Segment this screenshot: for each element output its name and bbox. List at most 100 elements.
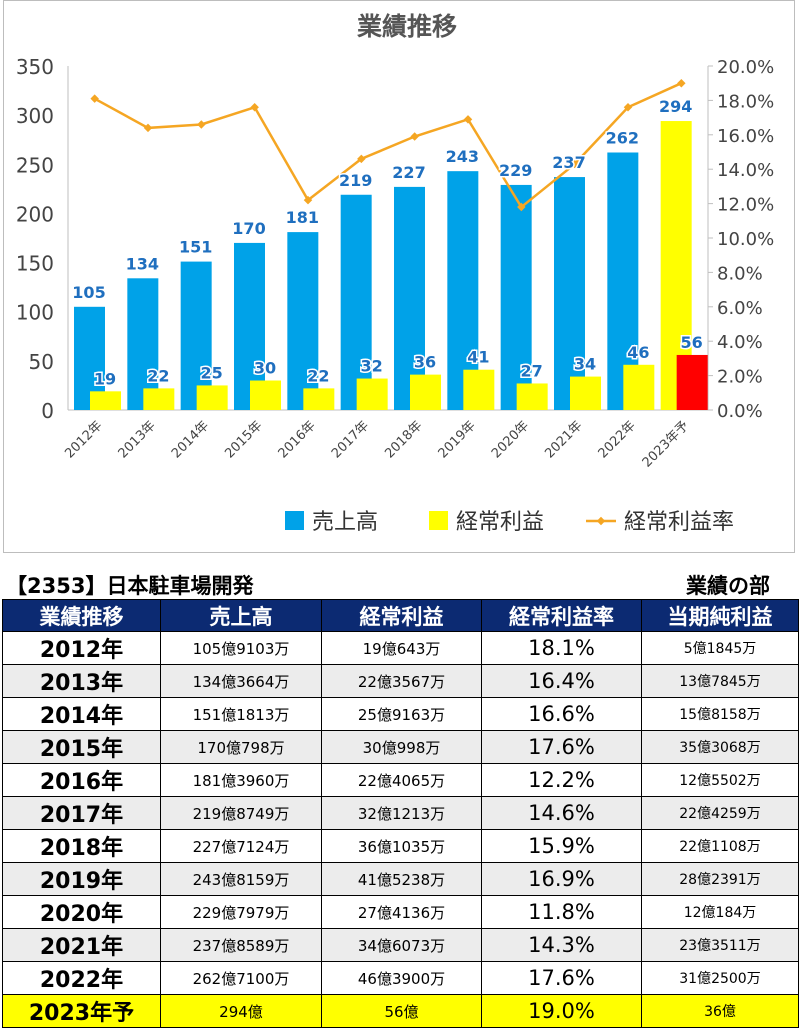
cell-profit-margin: 17.6% <box>481 961 642 995</box>
table-row: 2016年 181億3960万 22億4065万 12.2% 12億5502万 <box>2 763 799 797</box>
chart-title: 業績推移 <box>357 12 457 41</box>
cell-ordinary-profit: 56億 <box>321 994 482 1028</box>
table-row: 2017年 219億8749万 32億1213万 14.6% 22億4259万 <box>2 796 799 830</box>
cell-sales: 237億8589万 <box>160 928 322 962</box>
profit-data-label: 36 <box>414 353 436 372</box>
cell-ordinary-profit: 36億1035万 <box>321 829 482 863</box>
cell-sales: 227億7124万 <box>160 829 322 863</box>
x-tick-label: 2012年 <box>62 418 105 461</box>
cell-year: 2018年 <box>2 829 161 863</box>
cell-year: 2021年 <box>2 928 161 962</box>
cell-sales: 219億8749万 <box>160 796 322 830</box>
cell-profit-margin: 11.8% <box>481 895 642 929</box>
cell-ordinary-profit: 25億9163万 <box>321 697 482 731</box>
sales-bar <box>500 184 532 410</box>
margin-point <box>410 132 419 141</box>
cell-net-income: 5億1845万 <box>641 631 799 665</box>
profit-data-label: 41 <box>467 348 489 367</box>
sales-data-label: 151 <box>179 238 212 257</box>
profit-data-label: 22 <box>147 366 169 385</box>
x-tick-label: 2021年 <box>542 418 585 461</box>
profit-bar <box>303 388 335 410</box>
profit-bar <box>516 383 548 410</box>
table-header: 業績推移 売上高 経常利益 経常利益率 当期純利益 <box>2 599 799 632</box>
table-row: 2019年 243億8159万 41億5238万 16.9% 28億2391万 <box>2 862 799 896</box>
legend-label-sales: 売上高 <box>312 510 378 535</box>
sales-data-label: 294 <box>659 97 692 116</box>
cell-profit-margin: 16.9% <box>481 862 642 896</box>
cell-net-income: 36億 <box>641 994 799 1028</box>
profit-data-label: 25 <box>201 363 223 382</box>
x-tick-label: 2016年 <box>276 418 319 461</box>
cell-ordinary-profit: 34億6073万 <box>321 928 482 962</box>
profit-data-label: 32 <box>361 357 383 376</box>
x-tick-label: 2017年 <box>329 418 372 461</box>
sales-data-label: 243 <box>446 147 479 166</box>
table-row: 2018年 227億7124万 36億1035万 15.9% 22億1108万 <box>2 829 799 863</box>
margin-point <box>303 195 313 205</box>
legend-label-profit: 経常利益 <box>456 510 544 535</box>
cell-ordinary-profit: 32億1213万 <box>321 796 482 830</box>
cell-year: 2019年 <box>2 862 161 896</box>
table-row: 2020年 229億7979万 27億4136万 11.8% 12億184万 <box>2 895 799 929</box>
margin-point <box>357 154 366 164</box>
section-label: 業績の部 <box>686 574 770 598</box>
chart-panel: 業績推移 0 50 100 150 200 250 300 350 0.0% 2.0% 4.0% 6.0… <box>3 0 795 553</box>
sales-bar <box>180 261 212 410</box>
cell-net-income: 22億1108万 <box>641 829 799 863</box>
sales-data-label: 181 <box>286 208 319 227</box>
cell-sales: 229億7979万 <box>160 895 322 929</box>
legend-swatch-profit <box>429 511 448 530</box>
margin-point <box>90 94 99 103</box>
cell-net-income: 13億7845万 <box>641 664 799 698</box>
sales-data-label: 219 <box>339 171 372 190</box>
cell-sales: 262億7100万 <box>160 961 322 995</box>
y-tick-label: 350 <box>16 55 54 79</box>
margin-point <box>143 123 153 133</box>
profit-bar <box>356 378 388 410</box>
cell-year: 2020年 <box>2 895 161 929</box>
profit-bar <box>196 385 228 410</box>
cell-year: 2023年予 <box>2 994 161 1028</box>
cell-year: 2014年 <box>2 697 161 731</box>
sales-bar <box>287 232 319 410</box>
cell-profit-margin: 16.4% <box>481 664 642 698</box>
profit-data-label: 19 <box>94 369 116 388</box>
sales-bar <box>554 177 585 410</box>
profit-bar <box>570 376 601 410</box>
cell-sales: 151億1813万 <box>160 697 322 731</box>
y-tick-label: 200 <box>16 202 54 226</box>
margin-point <box>250 103 259 112</box>
cell-profit-margin: 15.9% <box>481 829 642 863</box>
y-tick-label: 0 <box>41 399 54 423</box>
cell-sales: 134億3664万 <box>160 664 322 698</box>
cell-ordinary-profit: 22億3567万 <box>321 664 482 698</box>
x-tick-label: 2018年 <box>382 418 425 461</box>
cell-ordinary-profit: 41億5238万 <box>321 862 482 896</box>
profit-bar <box>250 380 281 410</box>
sales-bar <box>127 278 159 410</box>
table-row: 2021年 237億8589万 34億6073万 14.3% 23億3511万 <box>2 928 799 962</box>
performance-chart: 業績推移 0 50 100 150 200 250 300 350 0.0% 2.0% 4.0% 6.0… <box>16 12 774 535</box>
cell-sales: 243億8159万 <box>160 862 322 896</box>
table-row: 2022年 262億7100万 46億3900万 17.6% 31億2500万 <box>2 961 799 995</box>
header-cell-period: 業績推移 <box>2 599 161 632</box>
margin-line <box>94 82 682 209</box>
margin-point <box>677 78 686 88</box>
cell-net-income: 12億5502万 <box>641 763 799 797</box>
cell-net-income: 23億3511万 <box>641 928 799 962</box>
cell-ordinary-profit: 27億4136万 <box>321 895 482 929</box>
header-cell-ordinary-profit: 経常利益 <box>321 599 482 632</box>
cell-sales: 294億 <box>160 994 322 1028</box>
cell-profit-margin: 12.2% <box>481 763 642 797</box>
y-tick-label: 150 <box>16 252 54 276</box>
cell-profit-margin: 19.0% <box>481 994 642 1028</box>
profit-data-label: 34 <box>574 355 596 374</box>
sales-data-label: 237 <box>552 153 585 172</box>
x-tick-label: 2014年 <box>169 418 212 461</box>
y2-tick-label: 4.0% <box>717 332 763 353</box>
y2-tick-label: 6.0% <box>717 298 763 319</box>
cell-year: 2017年 <box>2 796 161 830</box>
cell-ordinary-profit: 19億643万 <box>321 631 482 665</box>
header-cell-net-income: 当期純利益 <box>641 599 799 632</box>
